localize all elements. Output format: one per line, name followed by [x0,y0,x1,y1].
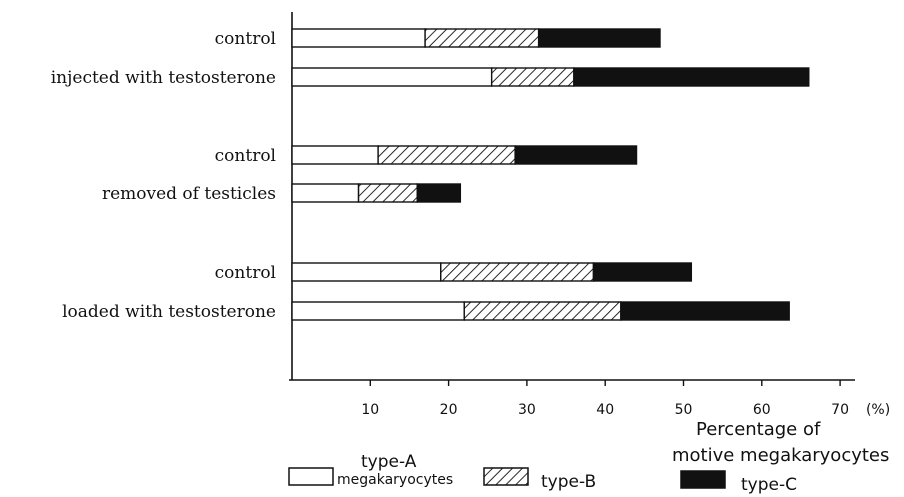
legend: type-A megakaryocytes type-B type-C [288,452,797,495]
x-ticks: 10 20 30 40 50 60 70 (%) [361,380,890,418]
bar-segment-type-a [291,262,442,282]
x-unit-label: (%) [866,402,890,418]
x-tick-label: 50 [675,402,693,418]
bar-segment-type-a [291,67,493,87]
bar-segment-type-b [357,183,418,203]
bar-segment-type-a [291,301,465,321]
x-tick-label: 40 [596,402,614,418]
bar-segment-type-c [514,145,638,165]
x-tick-label: 30 [518,402,536,418]
category-label: control [215,263,276,283]
bar-segment-type-c [592,262,693,282]
legend-label-type-c: type-C [741,475,797,495]
bar-segment-type-b [490,67,575,87]
bar-segment-type-b [440,262,595,282]
bar-segment-type-c [416,183,462,203]
category-label: control [215,146,276,166]
category-label: injected with testosterone [51,68,276,88]
legend-label-type-a-line2: megakaryocytes [337,472,453,488]
x-tick-label: 60 [753,402,771,418]
x-tick-label: 10 [361,402,379,418]
bar-segment-type-b [377,145,516,165]
bar-segment-type-c [573,67,810,87]
bar-segment-type-a [291,28,426,48]
category-label: control [215,29,276,49]
bar-segment-type-c [537,28,661,48]
legend-label-type-b: type-B [541,472,596,492]
legend-swatch-type-a [288,467,334,486]
bar-segment-type-a [291,183,360,203]
legend-label-type-a-line1: type-A [361,452,417,472]
category-labels: control injected with testosterone control… [51,29,276,322]
bar-segment-type-c [620,301,790,321]
bars [291,28,810,321]
bar-segment-type-b [463,301,622,321]
legend-swatch-type-c [680,470,726,489]
x-axis-label-line2: motive megakaryocytes [672,445,889,466]
category-label: removed of testicles [102,184,276,204]
legend-swatch-type-b [483,467,529,486]
x-tick-label: 20 [440,402,458,418]
x-tick-label: 70 [831,402,849,418]
category-label: loaded with testosterone [62,302,276,322]
x-axis-label-line1: Percentage of [696,419,821,440]
bar-segment-type-a [291,145,379,165]
bar-segment-type-b [424,28,540,48]
